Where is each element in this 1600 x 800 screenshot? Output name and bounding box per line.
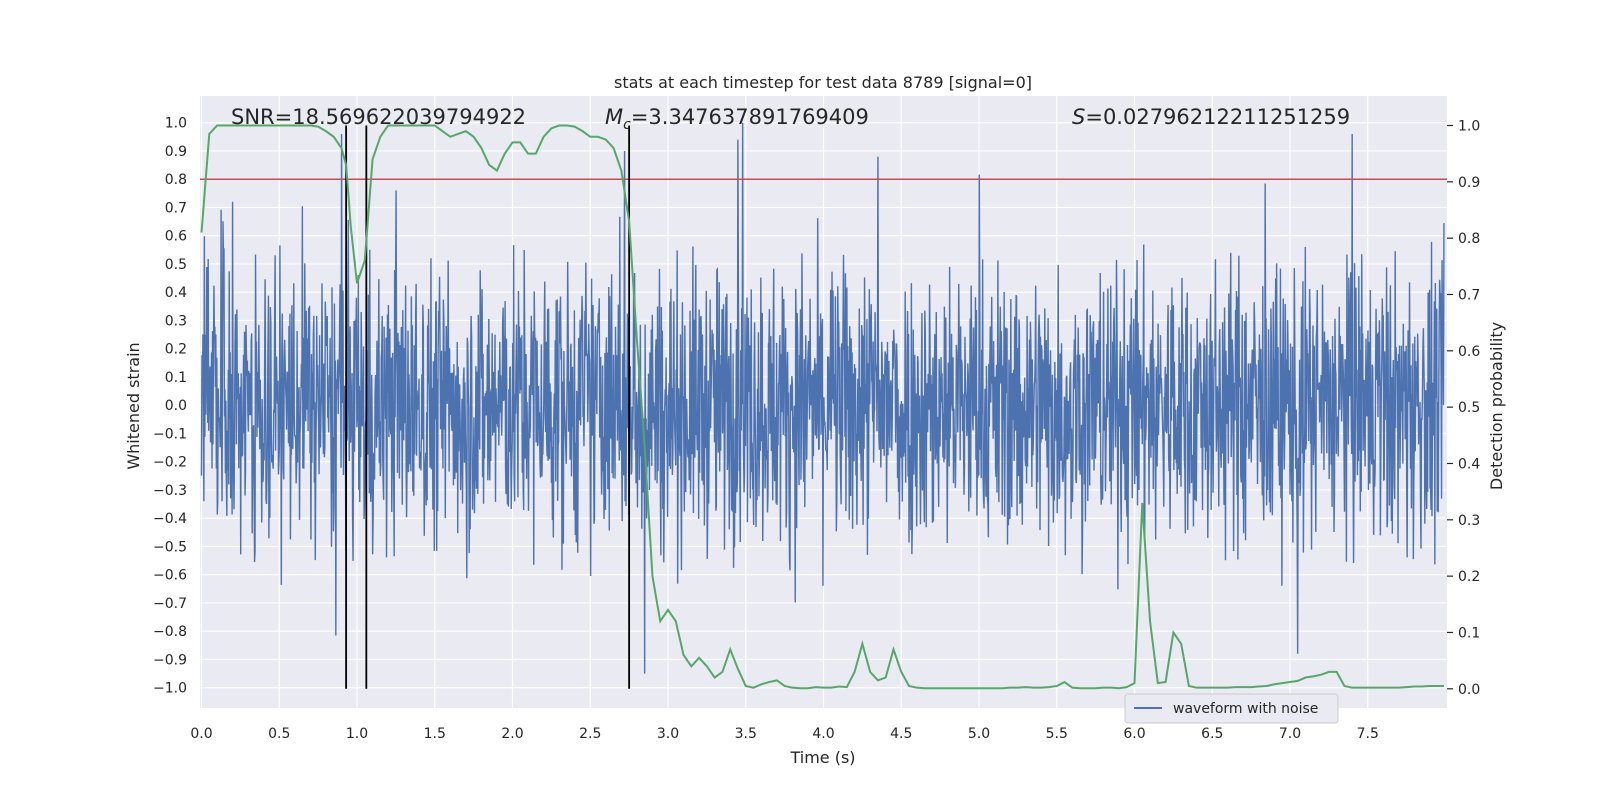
mc-symbol: M	[605, 105, 623, 129]
y-left-tick-label: 0.2	[165, 342, 187, 358]
legend-entry-waveform: waveform with noise	[1173, 701, 1318, 717]
mc-subscript: c	[623, 117, 631, 133]
y-left-tick-label: 0.4	[165, 285, 187, 301]
probability-line	[200, 124, 1444, 690]
x-axis-label: Time (s)	[789, 748, 855, 767]
y-left-tick-label: 0.9	[165, 144, 187, 160]
y-left-tick-label: 0.6	[165, 229, 187, 245]
x-tick-label: 7.5	[1357, 726, 1379, 742]
waveform-series	[200, 122, 1445, 674]
x-tick-label: 3.5	[735, 726, 757, 742]
legend-box	[1124, 693, 1339, 724]
y-left-axis-label: Whitened strain	[124, 342, 143, 469]
x-tick-label: 6.0	[1123, 726, 1145, 742]
x-tick-label: 2.0	[501, 726, 523, 742]
y-right-tick-label: 0.5	[1458, 400, 1480, 416]
y-left-tick-label: −0.9	[153, 652, 187, 668]
y-left-tick-label: 0.7	[165, 200, 187, 216]
x-tick-label: 1.5	[424, 726, 446, 742]
y-left-tick-labels: 1.0 0.9 0.8 0.7 0.6 0.5 0.4 0.3 0.2 0.1 0.0 −0.1 −0.…	[153, 116, 187, 697]
probability-series-group	[200, 124, 1444, 690]
y-right-tick-label: 0.2	[1458, 569, 1480, 585]
y-left-tick-label: 0.8	[165, 172, 187, 188]
waveform-line	[200, 122, 1445, 674]
y-right-tick-label: 0.6	[1458, 344, 1480, 360]
y-left-tick-label: 0.0	[165, 398, 187, 414]
x-tick-label: 5.0	[968, 726, 990, 742]
x-tick-labels: 0.0 0.5 1.0 1.5 2.0 2.5 3.0 3.5 4.0 4.5 5.0 5.5 6.0 6…	[190, 726, 1379, 742]
snr-annotation: SNR=18.569622039794922	[231, 105, 526, 129]
y-right-tick-label: 0.3	[1458, 513, 1480, 529]
y-left-tick-label: −0.2	[153, 455, 187, 471]
y-left-tick-label: −0.8	[153, 624, 187, 640]
x-tick-label: 0.0	[190, 726, 212, 742]
x-tick-label: 4.5	[890, 726, 912, 742]
y-right-tick-label: 0.0	[1458, 682, 1480, 698]
x-tick-label: 0.5	[268, 726, 290, 742]
y-left-tick-label: −0.7	[153, 596, 187, 612]
mc-value: =3.347637891769409	[631, 105, 869, 129]
x-tick-label: 2.5	[579, 726, 601, 742]
s-annotation: S=0.02796212211251259	[1072, 105, 1350, 129]
y-left-tick-label: 1.0	[165, 116, 187, 132]
x-tick-label: 4.0	[812, 726, 834, 742]
mc-annotation: Mc=3.347637891769409	[605, 105, 869, 133]
y-right-tick-label: 0.1	[1458, 625, 1480, 641]
y-left-tick-label: −1.0	[153, 681, 187, 697]
y-left-tick-label: −0.6	[153, 568, 187, 584]
y-left-tick-label: −0.1	[153, 426, 187, 442]
x-tick-label: 3.0	[657, 726, 679, 742]
y-left-tick-label: −0.3	[153, 483, 187, 499]
y-left-tick-label: 0.5	[165, 257, 187, 273]
x-tick-label: 7.0	[1279, 726, 1301, 742]
y-right-tick-label: 0.7	[1458, 287, 1480, 303]
y-right-tick-label: 1.0	[1458, 119, 1480, 135]
y-right-axis-label: Detection probability	[1487, 322, 1506, 490]
s-symbol: S	[1072, 105, 1085, 129]
x-tick-label: 1.0	[346, 726, 368, 742]
y-right-tick-label: 0.4	[1458, 456, 1480, 472]
y-right-tick-label: 0.8	[1458, 231, 1480, 247]
y-left-tick-label: −0.5	[153, 539, 187, 555]
y-left-tick-label: 0.1	[165, 370, 187, 386]
s-value: =0.02796212211251259	[1085, 105, 1350, 129]
chart-title: stats at each timestep for test data 878…	[614, 73, 1032, 92]
y-right-tick-labels: 1.0 0.9 0.8 0.7 0.6 0.5 0.4 0.3 0.2 0.1 0.0	[1447, 119, 1480, 698]
y-right-tick-label: 0.9	[1458, 175, 1480, 191]
y-left-tick-label: 0.3	[165, 313, 187, 329]
legend: waveform with noise	[1124, 693, 1339, 724]
y-left-tick-label: −0.4	[153, 511, 187, 527]
x-tick-label: 6.5	[1201, 726, 1223, 742]
x-tick-label: 5.5	[1046, 726, 1068, 742]
